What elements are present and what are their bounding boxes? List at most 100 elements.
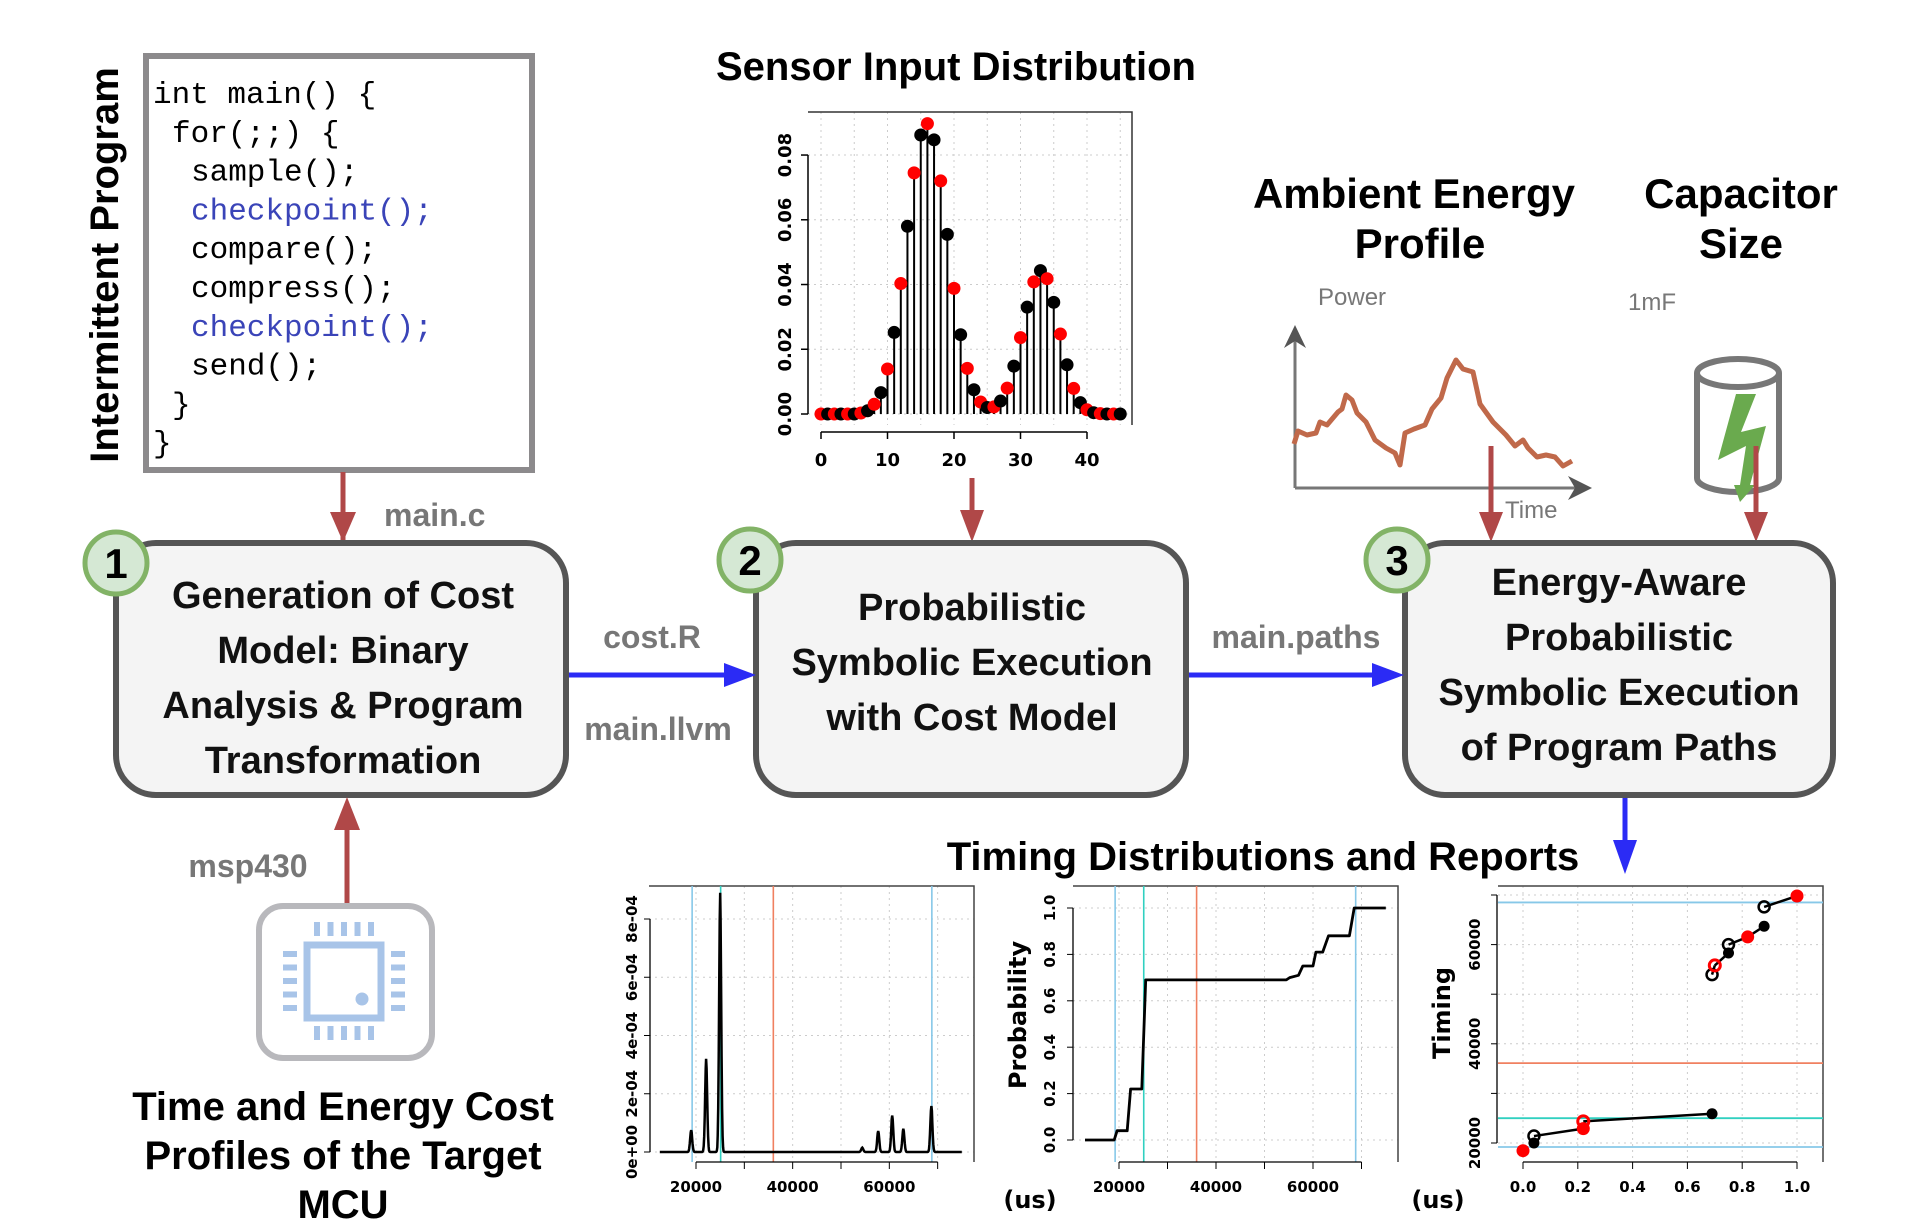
chip-pin	[314, 922, 320, 936]
data-point	[1040, 272, 1054, 286]
code-line: send();	[191, 350, 321, 385]
data-point	[967, 383, 981, 397]
step-2-line-2: Symbolic Execution	[791, 642, 1152, 684]
timing-quantile-chart: 20000 40000 60000 Timing 0.0 0.2 0.4 0.6 0.8 1.0	[1428, 885, 1824, 1196]
data-point	[1014, 331, 1027, 345]
msp430-label: msp430	[188, 848, 307, 884]
data-point	[1516, 1144, 1530, 1158]
time-axis-label: Time	[1505, 497, 1557, 524]
step-1-badge: 1	[82, 529, 150, 597]
y-tick-label: 8e-04	[623, 895, 641, 943]
timing-cdf-chart: 0.0 0.2 0.4 0.6 0.8 1.0 Probability 20000 40000 6…	[1004, 885, 1465, 1214]
x-unit-label: (us)	[1003, 1186, 1056, 1214]
step-2-badge: 2	[716, 526, 784, 594]
x-tick-label: 0	[815, 450, 828, 471]
chip-pin	[283, 991, 297, 998]
x-tick-label: 20	[941, 450, 966, 471]
step-3-box: Energy-Aware Probabilistic Symbolic Exec…	[1402, 540, 1836, 798]
data-point	[1007, 359, 1021, 373]
plot-frame	[1073, 885, 1399, 1162]
chip-pin	[368, 1026, 374, 1040]
y-tick-label: 0.6	[1041, 988, 1059, 1015]
data-point	[1790, 889, 1804, 903]
sensor-distribution-chart: 0.00 0.02 0.04 0.06 0.08 0 10 20 30 40	[775, 111, 1133, 471]
data-point	[914, 128, 928, 142]
data-point	[874, 386, 888, 400]
step-1-line-2: Model: Binary	[217, 630, 468, 672]
step-1-line-1: Generation of Cost	[172, 575, 514, 617]
code-line: sample();	[191, 156, 358, 191]
step-2-box: Probabilistic Symbolic Execution with Co…	[753, 540, 1189, 798]
data-point	[954, 328, 968, 342]
data-point	[1721, 937, 1736, 952]
chip-pin	[314, 1026, 320, 1040]
chip-pin	[391, 978, 405, 984]
mcu-arrowhead	[334, 797, 360, 830]
data-point	[934, 174, 948, 188]
power-time-plot-icon	[1284, 325, 1592, 500]
data-point	[907, 166, 921, 180]
data-point	[881, 362, 894, 376]
main-paths-label: main.paths	[1212, 619, 1381, 655]
x-unit-label: (us)	[1411, 1186, 1464, 1214]
x-tick-label: 60000	[1287, 1178, 1339, 1196]
chip-pin	[283, 1005, 297, 1011]
data-point	[1707, 958, 1722, 973]
data-point	[867, 397, 881, 411]
data-point	[927, 133, 941, 147]
y-tick-label: 0.06	[775, 198, 796, 242]
chip-pin	[391, 1005, 405, 1011]
svg-text:2: 2	[738, 537, 761, 584]
y-tick-label: 1.0	[1041, 895, 1059, 922]
y-tick-label: 0.4	[1041, 1034, 1059, 1061]
capacitor-title-line-2: Size	[1699, 220, 1783, 267]
y-axis-label: Probability	[1004, 941, 1032, 1090]
main-c-label: main.c	[384, 497, 485, 533]
energy-title-line-1: Ambient Energy	[1253, 170, 1576, 217]
step-1-box: Generation of Cost Model: Binary Analysi…	[113, 540, 569, 798]
chip-pin	[283, 978, 297, 984]
step-3-line-3: Symbolic Execution	[1438, 672, 1799, 714]
chip-pin	[283, 964, 297, 971]
chip-pin	[391, 991, 405, 998]
code-line: for(;;) {	[172, 117, 339, 152]
x-tick-label: 0.0	[1510, 1178, 1537, 1196]
x-tick-label: 20000	[670, 1178, 722, 1196]
energy-curve	[1291, 357, 1574, 469]
step-3-badge: 3	[1363, 526, 1431, 594]
microchip-icon	[256, 903, 435, 1061]
capacitor-arrowhead	[1744, 512, 1768, 542]
plot-frame	[649, 885, 975, 1162]
y-tick-label: 40000	[1466, 1018, 1484, 1070]
x-tick-label: 40000	[1190, 1178, 1242, 1196]
x-tick-label: 60000	[863, 1178, 915, 1196]
mcu-caption-line-2: Profiles of the Target	[144, 1134, 541, 1178]
data-point	[894, 277, 908, 291]
report-flow-arrowhead	[1613, 840, 1637, 874]
data-point	[1758, 920, 1770, 932]
svg-text:1: 1	[104, 540, 127, 587]
y-tick-label: 0.8	[1041, 941, 1059, 968]
program-side-label: Intermittent Program	[83, 67, 127, 463]
data-point	[1000, 381, 1014, 395]
data-point	[1576, 1114, 1591, 1129]
code-line: compress();	[191, 272, 396, 307]
data-point	[1027, 275, 1041, 289]
segment	[1583, 1112, 1713, 1123]
data-point	[1527, 1129, 1541, 1143]
energy-arrowhead	[1479, 512, 1503, 542]
chip-pin	[354, 922, 361, 936]
y-tick-label: 0.0	[1041, 1127, 1059, 1154]
x-tick-label: 40	[1074, 450, 1099, 471]
sensor-arrowhead	[960, 510, 984, 542]
chip-pin	[327, 1026, 334, 1040]
sensor-title: Sensor Input Distribution	[716, 45, 1196, 89]
code-line: }	[153, 427, 172, 462]
cdf-curve	[1085, 906, 1386, 1142]
code-listing: int main() {for(;;) {sample();checkpoint…	[153, 78, 433, 462]
data-point	[940, 227, 954, 241]
data-point	[1706, 1108, 1718, 1120]
data-point	[1053, 327, 1067, 341]
data-point	[1060, 358, 1074, 372]
capacitor-title-line-1: Capacitor	[1644, 170, 1838, 217]
